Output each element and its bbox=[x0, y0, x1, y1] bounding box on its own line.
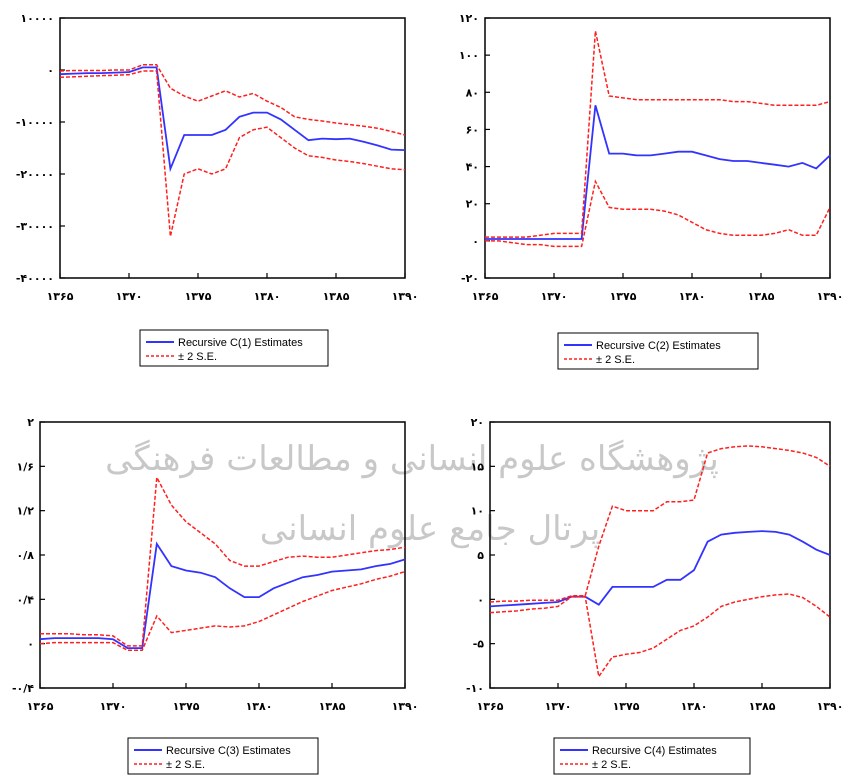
x-tick-label: ۱۳۶۵ bbox=[477, 700, 504, 713]
legend-label-estimate: Recursive C(4) Estimates bbox=[592, 745, 717, 757]
series-line-lower-band bbox=[485, 179, 831, 248]
y-tick-label: ۲ bbox=[27, 416, 34, 429]
x-tick-label: ۱۳۷۵ bbox=[185, 290, 212, 303]
chart-panel-c4: ۲۰ ۱۵ ۱۰ ۵ ۰ -۵ -۱۰ ۱۳۶۵ ۱۳۷۰ ۱۳۷۵ ۱۳۸۰ ۱۳۸۵ ۱۳۹۰ Rec… bbox=[466, 416, 844, 775]
x-tick-label: ۱۳۷۵ bbox=[610, 290, 637, 303]
legend-box bbox=[139, 329, 329, 367]
y-tick-label: -۵ bbox=[473, 638, 485, 651]
y-tick-label: ۱۲۰ bbox=[459, 12, 479, 25]
series-line-estimate bbox=[59, 66, 406, 173]
y-tick-label: ۱۵ bbox=[471, 460, 485, 473]
legend-box bbox=[127, 737, 319, 775]
series-line-upper-band bbox=[59, 64, 406, 136]
y-tick-label: ۲۰ bbox=[471, 416, 484, 429]
x-tick-label: ۱۳۷۰ bbox=[100, 700, 127, 713]
y-tick-label: ۰ bbox=[472, 235, 479, 248]
y-tick-label: ۲۰ bbox=[466, 198, 479, 211]
x-tick-label: ۱۳۶۵ bbox=[47, 290, 74, 303]
y-tick-label: -۱۰ bbox=[466, 682, 484, 695]
x-tick-label: ۱۳۸۵ bbox=[319, 700, 346, 713]
series-line-lower-band bbox=[59, 70, 406, 237]
series-line-estimate bbox=[485, 105, 831, 240]
legend-box bbox=[553, 737, 751, 775]
x-tick-label: ۱۳۷۰ bbox=[116, 290, 143, 303]
legend: Recursive C(3) Estimates ± 2 S.E. bbox=[127, 737, 319, 775]
legend-label-band: ± 2 S.E. bbox=[596, 354, 635, 366]
legend-label-band: ± 2 S.E. bbox=[166, 759, 205, 771]
y-tick-label: -۱۰۰۰۰ bbox=[16, 116, 54, 129]
y-tick-label: ۶۰ bbox=[466, 123, 479, 136]
x-tick-label: ۱۳۹۰ bbox=[392, 290, 419, 303]
x-tick-label: ۱۳۸۰ bbox=[679, 290, 706, 303]
x-tick-label: ۱۳۷۰ bbox=[545, 700, 572, 713]
watermark-text-line1: پژوهشگاه علوم انسانی و مطالعات فرهنگی bbox=[105, 439, 719, 479]
series-line-upper-band bbox=[40, 474, 406, 647]
x-tick-label: ۱۳۷۰ bbox=[541, 290, 568, 303]
y-tick-label: ۱/۶ bbox=[17, 460, 34, 473]
legend: Recursive C(1) Estimates ± 2 S.E. bbox=[139, 329, 329, 367]
chart-panel-c3: ۲ ۱/۶ ۱/۲ ۰/۸ ۰/۴ ۰ -۰/۴ ۱۳۶۵ ۱۳۷۰ ۱۳۷۵ ۱۳۸۰ ۱۳۸۵ ۱۳… bbox=[12, 416, 419, 775]
x-tick-label: ۱۳۸۵ bbox=[748, 290, 775, 303]
plot-frame bbox=[59, 17, 406, 279]
x-tick-label: ۱۳۸۵ bbox=[749, 700, 776, 713]
legend: Recursive C(2) Estimates ± 2 S.E. bbox=[557, 332, 759, 370]
legend-box bbox=[557, 332, 759, 370]
legend-label-band: ± 2 S.E. bbox=[178, 351, 217, 363]
series-line-upper-band bbox=[485, 30, 831, 238]
y-tick-label: ۸۰ bbox=[466, 86, 479, 99]
y-tick-label: -۳۰۰۰۰ bbox=[16, 220, 54, 233]
x-tick-label: ۱۳۹۰ bbox=[817, 700, 844, 713]
legend: Recursive C(4) Estimates ± 2 S.E. bbox=[553, 737, 751, 775]
y-tick-label: ۱۰۰ bbox=[459, 49, 479, 62]
y-tick-label: ۴۰ bbox=[466, 161, 479, 174]
y-tick-label: ۱۰۰۰۰ bbox=[20, 12, 54, 25]
y-tick-label: -۰/۴ bbox=[12, 682, 34, 695]
legend-label-estimate: Recursive C(1) Estimates bbox=[178, 337, 303, 349]
chart-panel-c2: ۱۲۰ ۱۰۰ ۸۰ ۶۰ ۴۰ ۲۰ ۰ -۲۰ ۱۳۶۵ ۱۳۷۰ ۱۳۷۵ ۱۳۸۰ ۱۳۸۵ ۱۳… bbox=[459, 12, 844, 370]
watermark: پژوهشگاه علوم انسانی و مطالعات فرهنگی پر… bbox=[105, 439, 719, 549]
x-tick-label: ۱۳۷۵ bbox=[173, 700, 200, 713]
x-tick-label: ۱۳۶۵ bbox=[472, 290, 499, 303]
y-tick-label: ۰/۸ bbox=[17, 549, 35, 562]
y-tick-label: ۰/۴ bbox=[17, 593, 35, 606]
plot-frame bbox=[484, 17, 831, 279]
y-tick-label: ۱/۲ bbox=[17, 505, 35, 518]
legend-label-band: ± 2 S.E. bbox=[592, 759, 631, 771]
series-line-estimate bbox=[489, 530, 831, 608]
y-tick-label: ۰ bbox=[477, 593, 484, 606]
watermark-text-line2: پرتال جامع علوم انسانی bbox=[260, 509, 600, 549]
y-tick-label: -۲۰۰۰۰ bbox=[16, 168, 54, 181]
legend-label-estimate: Recursive C(3) Estimates bbox=[166, 745, 291, 757]
series-line-estimate bbox=[39, 541, 406, 649]
chart-panel-c1: ۱۰۰۰۰ ۰ -۱۰۰۰۰ -۲۰۰۰۰ -۳۰۰۰۰ -۴۰۰۰۰ ۱۳۶۵ ۱۳۷۰ ۱۳… bbox=[16, 12, 419, 367]
x-tick-label: ۱۳۸۵ bbox=[323, 290, 350, 303]
series-line-upper-band bbox=[489, 445, 831, 603]
y-tick-label: ۵ bbox=[477, 549, 484, 562]
x-tick-label: ۱۳۹۰ bbox=[817, 290, 844, 303]
legend-label-estimate: Recursive C(2) Estimates bbox=[596, 340, 721, 352]
y-tick-label: -۴۰۰۰۰ bbox=[16, 272, 54, 285]
x-tick-label: ۱۳۶۵ bbox=[27, 700, 54, 713]
y-tick-label: -۲۰ bbox=[461, 272, 479, 285]
series-line-lower-band bbox=[489, 593, 831, 679]
y-tick-label: ۰ bbox=[27, 638, 34, 651]
x-tick-label: ۱۳۸۰ bbox=[681, 700, 708, 713]
x-tick-label: ۱۳۸۰ bbox=[246, 700, 273, 713]
y-tick-label: ۱۰ bbox=[471, 505, 484, 518]
x-tick-label: ۱۳۸۰ bbox=[254, 290, 281, 303]
series-line-lower-band bbox=[39, 570, 406, 652]
y-tick-label: ۰ bbox=[47, 64, 54, 77]
x-tick-label: ۱۳۷۵ bbox=[613, 700, 640, 713]
x-tick-label: ۱۳۹۰ bbox=[392, 700, 419, 713]
